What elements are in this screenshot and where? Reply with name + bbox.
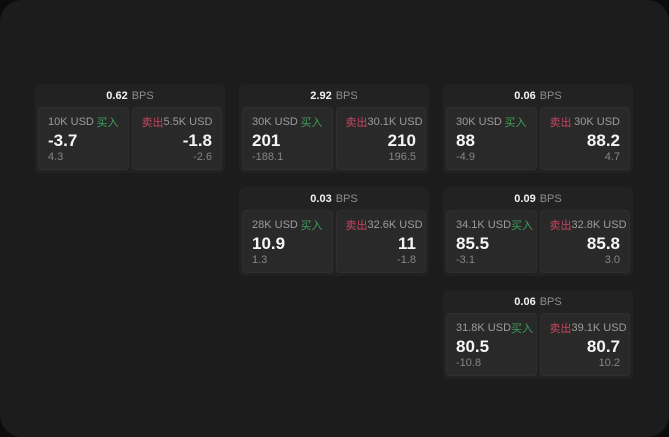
buy-panel[interactable]: 31.8K USD 买入 80.5 -10.8 xyxy=(446,313,537,376)
sell-delta: 4.7 xyxy=(604,151,620,163)
card-body: 10K USD 买入 -3.7 4.3 卖出 5.5K USD -1.8 -2.… xyxy=(35,107,225,173)
buy-panel[interactable]: 30K USD 买入 201 -188.1 xyxy=(242,107,333,170)
sell-panel[interactable]: 卖出 30K USD 88.2 4.7 xyxy=(539,107,630,170)
quote-card[interactable]: 2.92 BPS 30K USD 买入 201 -188.1 卖出 30.1K … xyxy=(239,84,429,173)
buy-delta: 1.3 xyxy=(252,254,268,266)
sell-panel[interactable]: 卖出 32.8K USD 85.8 3.0 xyxy=(539,210,630,273)
card-body: 31.8K USD 买入 80.5 -10.8 卖出 39.1K USD 80.… xyxy=(443,313,633,379)
buy-panel[interactable]: 28K USD 买入 10.9 1.3 xyxy=(242,210,333,273)
sell-panel[interactable]: 卖出 5.5K USD -1.8 -2.6 xyxy=(131,107,222,170)
sell-price: 210 xyxy=(387,131,416,150)
card-body: 30K USD 买入 201 -188.1 卖出 30.1K USD 210 1… xyxy=(239,107,429,173)
buy-price: 85.5 xyxy=(456,234,490,253)
sell-price: -1.8 xyxy=(182,131,212,150)
bps-unit-label: BPS xyxy=(539,89,562,102)
buy-amount: 30K USD xyxy=(252,116,298,128)
card-header: 0.06 BPS xyxy=(443,290,633,313)
buy-delta: -4.9 xyxy=(456,151,475,163)
buy-delta: -10.8 xyxy=(456,357,482,369)
bps-unit-label: BPS xyxy=(335,89,358,102)
bps-unit-label: BPS xyxy=(539,192,562,205)
sell-price: 11 xyxy=(398,234,416,253)
sell-panel[interactable]: 卖出 32.6K USD 11 -1.8 xyxy=(335,210,426,273)
card-body: 30K USD 买入 88 -4.9 卖出 30K USD 88.2 4.7 xyxy=(443,107,633,173)
card-header: 2.92 BPS xyxy=(239,84,429,107)
bps-value: 0.03 xyxy=(310,192,332,205)
buy-delta: -188.1 xyxy=(252,151,284,163)
bps-unit-label: BPS xyxy=(131,89,154,102)
buy-amount: 31.8K USD xyxy=(456,322,512,334)
bps-unit-label: BPS xyxy=(335,192,358,205)
sell-side-label: 卖出 xyxy=(549,323,572,335)
sell-amount: 39.1K USD xyxy=(571,322,627,334)
buy-delta: -3.1 xyxy=(456,254,475,266)
buy-amount: 34.1K USD xyxy=(456,219,512,231)
sell-price: 88.2 xyxy=(586,131,620,150)
buy-amount: 28K USD xyxy=(252,219,298,231)
sell-side-label: 卖出 xyxy=(549,220,572,232)
bps-value: 0.62 xyxy=(106,89,128,102)
sell-amount: 5.5K USD xyxy=(163,116,213,128)
buy-side-label: 买入 xyxy=(511,323,534,335)
sell-delta: -2.6 xyxy=(193,151,212,163)
quote-card[interactable]: 0.09 BPS 34.1K USD 买入 85.5 -3.1 卖出 32.8K… xyxy=(443,187,633,276)
sell-panel[interactable]: 卖出 30.1K USD 210 196.5 xyxy=(335,107,426,170)
bps-value: 0.06 xyxy=(514,295,536,308)
quote-board: 0.62 BPS 10K USD 买入 -3.7 4.3 卖出 5.5K USD… xyxy=(35,84,633,379)
sell-amount: 32.8K USD xyxy=(571,219,627,231)
sell-side-label: 卖出 xyxy=(345,220,368,232)
buy-panel[interactable]: 30K USD 买入 88 -4.9 xyxy=(446,107,537,170)
buy-price: 201 xyxy=(252,131,281,150)
card-header: 0.03 BPS xyxy=(239,187,429,210)
buy-side-label: 买入 xyxy=(96,117,119,129)
sell-side-label: 卖出 xyxy=(141,117,164,129)
sell-price: 85.8 xyxy=(586,234,620,253)
buy-price: 88 xyxy=(456,131,475,150)
buy-price: -3.7 xyxy=(48,131,78,150)
sell-side-label: 卖出 xyxy=(549,117,572,129)
bps-value: 2.92 xyxy=(310,89,332,102)
sell-delta: -1.8 xyxy=(397,254,416,266)
buy-panel[interactable]: 34.1K USD 买入 85.5 -3.1 xyxy=(446,210,537,273)
quote-card[interactable]: 0.62 BPS 10K USD 买入 -3.7 4.3 卖出 5.5K USD… xyxy=(35,84,225,173)
buy-side-label: 买入 xyxy=(511,220,534,232)
sell-amount: 30K USD xyxy=(574,116,620,128)
quote-card[interactable]: 0.03 BPS 28K USD 买入 10.9 1.3 卖出 32.6K US… xyxy=(239,187,429,276)
bps-value: 0.09 xyxy=(514,192,536,205)
buy-panel[interactable]: 10K USD 买入 -3.7 4.3 xyxy=(38,107,129,170)
card-header: 0.09 BPS xyxy=(443,187,633,210)
buy-amount: 30K USD xyxy=(456,116,502,128)
buy-side-label: 买入 xyxy=(504,117,527,129)
sell-amount: 30.1K USD xyxy=(367,116,423,128)
sell-panel[interactable]: 卖出 39.1K USD 80.7 10.2 xyxy=(539,313,630,376)
sell-delta: 196.5 xyxy=(388,151,416,163)
buy-price: 80.5 xyxy=(456,337,490,356)
buy-side-label: 买入 xyxy=(300,220,323,232)
sell-delta: 10.2 xyxy=(598,357,620,369)
sell-price: 80.7 xyxy=(586,337,620,356)
sell-amount: 32.6K USD xyxy=(367,219,423,231)
buy-price: 10.9 xyxy=(252,234,286,253)
bps-value: 0.06 xyxy=(514,89,536,102)
card-body: 28K USD 买入 10.9 1.3 卖出 32.6K USD 11 -1.8 xyxy=(239,210,429,276)
quote-card[interactable]: 0.06 BPS 30K USD 买入 88 -4.9 卖出 30K USD 8… xyxy=(443,84,633,173)
card-body: 34.1K USD 买入 85.5 -3.1 卖出 32.8K USD 85.8… xyxy=(443,210,633,276)
card-header: 0.06 BPS xyxy=(443,84,633,107)
sell-delta: 3.0 xyxy=(604,254,620,266)
card-header: 0.62 BPS xyxy=(35,84,225,107)
buy-delta: 4.3 xyxy=(48,151,64,163)
quote-card[interactable]: 0.06 BPS 31.8K USD 买入 80.5 -10.8 卖出 39.1… xyxy=(443,290,633,379)
buy-amount: 10K USD xyxy=(48,116,94,128)
bps-unit-label: BPS xyxy=(539,295,562,308)
buy-side-label: 买入 xyxy=(300,117,323,129)
sell-side-label: 卖出 xyxy=(345,117,368,129)
